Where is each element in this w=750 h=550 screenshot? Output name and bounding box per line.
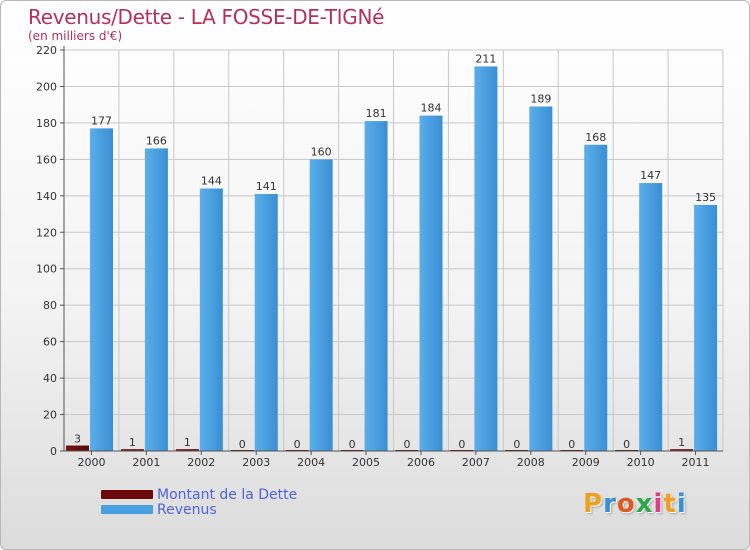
y-tick-label: 140 <box>36 190 57 203</box>
x-tick-label-2006: 2006 <box>407 456 435 469</box>
y-tick-label: 120 <box>36 226 57 239</box>
data-label-revenus-2000: 177 <box>91 114 112 127</box>
y-tick-label: 40 <box>43 372 57 385</box>
y-tick-label: 220 <box>36 44 57 57</box>
bar-dette-2001 <box>120 449 144 451</box>
x-tick-label-2003: 2003 <box>242 456 270 469</box>
logo-letter: P <box>583 489 604 519</box>
x-tick-label-2001: 2001 <box>132 456 160 469</box>
data-label-dette-2007: 0 <box>458 438 465 451</box>
y-tick-label: 180 <box>36 117 57 130</box>
bar-dette-2002 <box>175 449 199 451</box>
logo-letter: r <box>603 489 617 519</box>
proxiti-logo: Proxiti <box>583 489 687 519</box>
legend-label-revenus: Revenus <box>157 501 217 518</box>
legend-item-dette: Montant de la Dette <box>101 486 298 503</box>
logo-letter: x <box>635 489 654 519</box>
x-tick-label-2005: 2005 <box>352 456 380 469</box>
bar-revenus-2000 <box>90 128 113 452</box>
y-tick-label: 0 <box>50 445 57 458</box>
x-tick-label-2002: 2002 <box>187 456 215 469</box>
bar-revenus-2007 <box>474 66 498 452</box>
data-label-revenus-2011: 135 <box>695 191 716 204</box>
bar-revenus-2010 <box>639 183 663 452</box>
bar-dette-2000 <box>66 445 89 451</box>
chart-title: Revenus/Dette - LA FOSSE-DE-TIGNé <box>28 5 385 29</box>
data-label-revenus-2004: 160 <box>311 145 332 158</box>
y-tick-label: 160 <box>36 153 57 166</box>
logo-letter: i <box>676 489 687 519</box>
legend-swatch-revenus <box>101 505 153 514</box>
y-tick-label: 20 <box>43 409 57 422</box>
x-tick-label-2011: 2011 <box>682 456 710 469</box>
data-label-revenus-2009: 168 <box>585 131 606 144</box>
bar-revenus-2006 <box>419 115 443 452</box>
legend-swatch-dette <box>101 490 153 499</box>
bar-revenus-2001 <box>144 148 168 451</box>
data-label-dette-2005: 0 <box>349 438 356 451</box>
data-label-dette-2003: 0 <box>239 438 246 451</box>
data-label-revenus-2005: 181 <box>366 107 387 120</box>
logo-letter: o <box>616 489 636 519</box>
x-tick-label-2008: 2008 <box>517 456 545 469</box>
bar-revenus-2008 <box>529 106 553 451</box>
bar-revenus-2009 <box>584 144 608 452</box>
legend-item-revenus: Revenus <box>101 501 297 518</box>
bar-revenus-2004 <box>309 159 333 451</box>
bar-dette-2011 <box>670 449 694 451</box>
data-label-revenus-2002: 144 <box>201 175 222 188</box>
y-tick-label: 60 <box>43 336 57 349</box>
y-tick-label: 200 <box>36 80 57 93</box>
bar-revenus-2003 <box>254 193 278 451</box>
data-label-revenus-2006: 184 <box>421 102 442 115</box>
data-label-dette-2006: 0 <box>404 438 411 451</box>
data-label-revenus-2007: 211 <box>475 52 496 65</box>
legend-label-dette: Montant de la Dette <box>157 486 298 503</box>
logo-letter: i <box>653 489 664 519</box>
x-tick-label-2010: 2010 <box>627 456 655 469</box>
data-label-dette-2008: 0 <box>513 438 520 451</box>
data-label-dette-2000: 3 <box>74 433 81 446</box>
y-tick-label: 100 <box>36 263 57 276</box>
data-label-dette-2001: 1 <box>129 436 136 449</box>
x-tick-label-2007: 2007 <box>462 456 490 469</box>
bar-revenus-2011 <box>694 204 718 451</box>
y-tick-label: 80 <box>43 299 57 312</box>
data-label-dette-2004: 0 <box>294 438 301 451</box>
x-tick-label-2004: 2004 <box>297 456 325 469</box>
data-label-dette-2010: 0 <box>623 438 630 451</box>
data-label-revenus-2008: 189 <box>530 93 551 106</box>
data-label-dette-2002: 1 <box>184 436 191 449</box>
data-label-revenus-2003: 141 <box>256 180 277 193</box>
data-label-revenus-2010: 147 <box>640 169 661 182</box>
data-label-dette-2011: 1 <box>678 436 685 449</box>
x-tick-label-2009: 2009 <box>572 456 600 469</box>
x-tick-label-2000: 2000 <box>77 456 105 469</box>
data-label-revenus-2001: 166 <box>146 134 167 147</box>
data-label-dette-2009: 0 <box>568 438 575 451</box>
logo-letter: t <box>663 489 677 519</box>
bar-revenus-2002 <box>199 188 223 451</box>
chart-subtitle: (en milliers d'€) <box>28 29 123 43</box>
bar-revenus-2005 <box>364 121 388 451</box>
legend: Montant de la Dette Revenus <box>101 486 298 518</box>
